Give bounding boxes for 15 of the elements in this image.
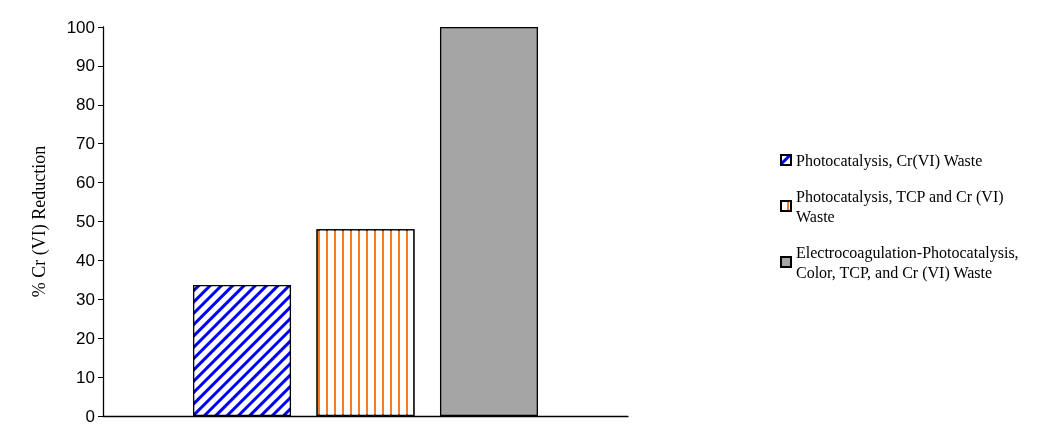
y-tick-label: 70: [76, 134, 95, 154]
y-tick-label: 80: [76, 95, 95, 115]
y-tick-label: 20: [76, 328, 95, 348]
y-tick-label: 30: [76, 289, 95, 309]
y-tick-label: 60: [76, 173, 95, 193]
legend-label: Electrocoagulation-Photocatalysis, Color, TCP, and Cr (VI) Waste: [796, 243, 1023, 282]
y-tick-label: 0: [85, 406, 95, 426]
y-tick-label: 90: [76, 56, 95, 76]
legend-label: Photocatalysis, Cr(VI) Waste: [796, 151, 983, 170]
y-tick-label: 100: [66, 17, 95, 37]
y-tick-label: 10: [76, 367, 95, 387]
y-axis-title: % Cr (VI) Reduction: [29, 145, 50, 298]
y-tick-label: 40: [76, 250, 95, 270]
legend-label: Photocatalysis, TCP and Cr (VI) Waste: [796, 187, 1008, 225]
y-tick-label: 50: [76, 212, 95, 231]
